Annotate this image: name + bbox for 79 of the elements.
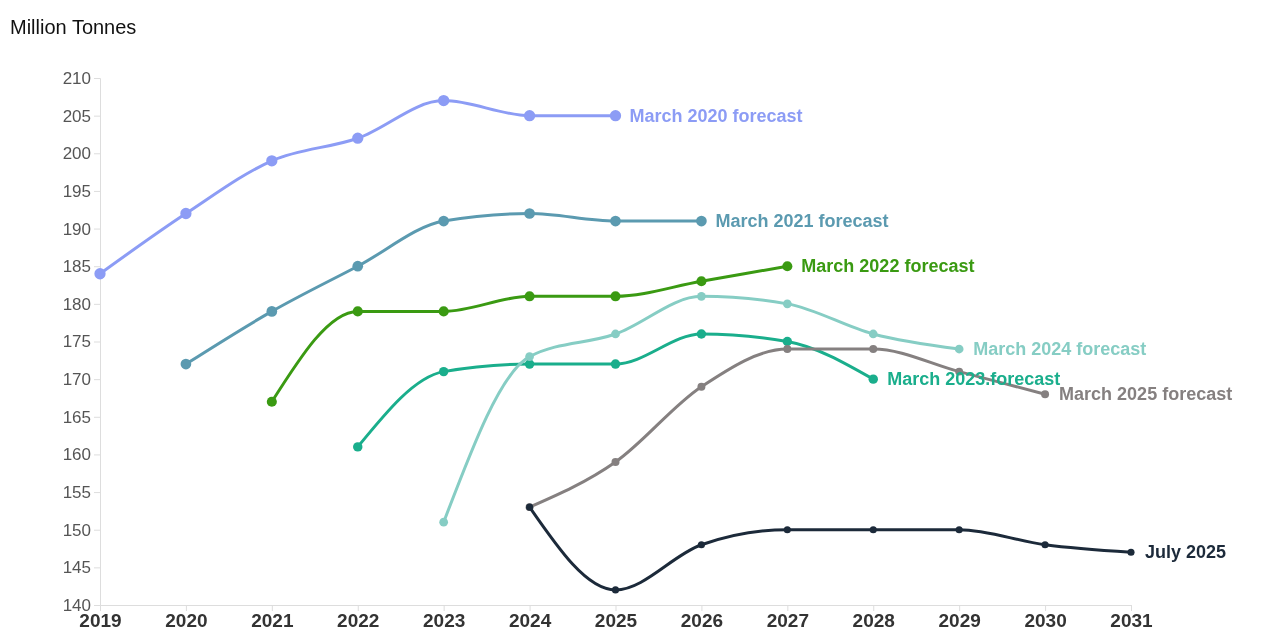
y-tick-label: 155 [62, 483, 91, 503]
x-tick-label: 2027 [766, 610, 809, 632]
point [180, 207, 192, 220]
point [610, 291, 621, 302]
x-tick-label: 2022 [337, 610, 380, 632]
point [438, 306, 449, 317]
point [352, 132, 364, 144]
point [180, 358, 192, 370]
y-tick-label: 185 [62, 257, 91, 277]
point [439, 517, 449, 527]
point [869, 526, 877, 534]
point [783, 345, 792, 354]
y-tick-label: 205 [62, 106, 91, 126]
y-tick-label: 200 [62, 144, 91, 164]
x-tick-label: 2028 [852, 610, 895, 632]
point [869, 345, 878, 354]
point [782, 336, 793, 347]
point [696, 329, 707, 339]
point [697, 382, 706, 391]
y-axis-title: Million Tonnes [10, 16, 137, 38]
point [610, 215, 621, 227]
x-tick-label: 2025 [594, 610, 638, 632]
series-label: March 2025 forecast [1059, 384, 1233, 405]
point [438, 215, 450, 227]
point [523, 110, 536, 122]
point [697, 291, 706, 301]
x-tick-label: 2029 [938, 610, 981, 632]
y-tick-label: 165 [62, 407, 91, 427]
y-tick-label: 160 [62, 445, 91, 465]
series-label: March 2022 forecast [801, 256, 975, 277]
point [955, 526, 963, 534]
point [696, 276, 707, 287]
point [353, 442, 363, 452]
y-tick-label: 210 [62, 68, 91, 88]
y-tick-label: 170 [62, 370, 91, 390]
point [611, 329, 620, 339]
y-tick-label: 180 [62, 294, 91, 314]
y-tick-label: 190 [62, 219, 91, 239]
x-tick-label: 2020 [165, 610, 208, 632]
y-tick-label: 145 [62, 558, 91, 578]
point [954, 344, 964, 354]
x-tick-label: 2021 [251, 610, 294, 632]
point [94, 268, 106, 280]
point [782, 261, 793, 272]
point [1041, 390, 1050, 399]
point [438, 366, 449, 377]
point [696, 215, 707, 227]
x-tick-label: 2031 [1110, 610, 1154, 632]
series-label: March 2020 forecast [629, 105, 803, 126]
y-tick-label: 195 [62, 181, 91, 201]
series-label: March 2021 forecast [715, 211, 889, 232]
point [1041, 541, 1049, 549]
point [352, 260, 364, 272]
point [266, 155, 278, 167]
point [524, 208, 535, 219]
point [1127, 548, 1135, 556]
point [611, 586, 620, 594]
point [266, 396, 277, 407]
point [438, 94, 450, 107]
point [610, 359, 621, 369]
point [783, 526, 791, 534]
series-label: March 2024 forecast [973, 339, 1147, 360]
point [524, 291, 535, 302]
y-tick-label: 150 [62, 520, 91, 540]
point [525, 352, 534, 361]
x-tick-label: 2023 [423, 610, 466, 632]
point [868, 329, 878, 339]
x-tick-label: 2026 [680, 610, 724, 632]
x-tick-label: 2024 [508, 610, 552, 632]
series-label: July 2025 [1145, 542, 1227, 563]
point [697, 541, 705, 549]
point [611, 457, 620, 466]
y-tick-label: 175 [62, 332, 91, 352]
x-tick-label: 2030 [1024, 610, 1067, 632]
point [352, 306, 363, 317]
point [609, 110, 622, 122]
point [868, 374, 878, 384]
point [782, 299, 792, 309]
point [266, 306, 278, 317]
